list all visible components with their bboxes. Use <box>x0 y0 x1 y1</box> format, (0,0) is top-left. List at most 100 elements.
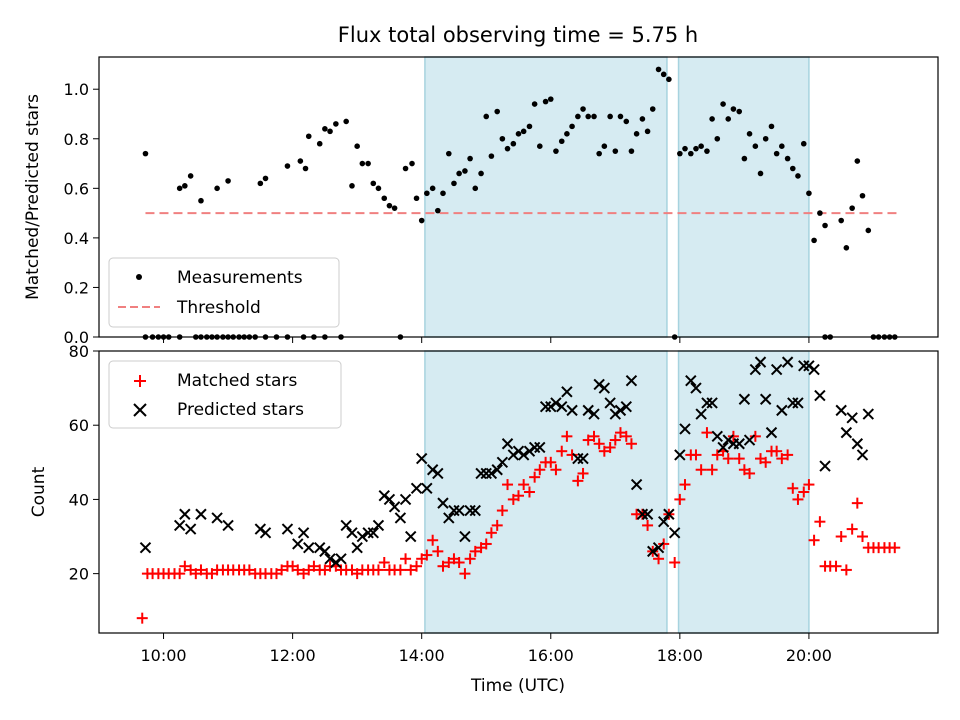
measurement-point <box>435 207 441 214</box>
measurement-point <box>773 150 780 157</box>
matched-stars-point <box>550 464 562 476</box>
measurement-point <box>580 106 586 112</box>
predicted-stars-point <box>598 382 611 394</box>
predicted-stars-point <box>426 464 439 476</box>
predicted-stars-point <box>437 497 449 509</box>
predicted-stars-point <box>803 360 815 372</box>
shaded-interval <box>677 350 810 634</box>
matched-stars-point <box>798 486 810 498</box>
measurement-point <box>693 145 699 152</box>
predicted-stars-point <box>582 404 594 417</box>
predicted-stars-point-b <box>738 393 751 405</box>
predicted-stars-point-b <box>582 404 594 417</box>
predicted-stars-point <box>722 434 734 446</box>
measurement-point <box>601 143 608 150</box>
matched-stars-point <box>711 449 723 461</box>
measurement-point <box>467 155 473 162</box>
predicted-stars-point <box>738 393 751 405</box>
predicted-stars-point <box>480 467 492 480</box>
predicted-stars-point-b <box>792 397 804 409</box>
predicted-stars-point <box>862 408 875 420</box>
matched-stars-point <box>464 553 476 565</box>
matched-stars-point <box>427 534 439 546</box>
predicted-stars-point <box>701 397 713 409</box>
predicted-stars-point <box>254 523 267 535</box>
measurement-point <box>187 173 194 179</box>
matched-stars-point <box>480 538 492 550</box>
predicted-stars-point <box>539 400 552 413</box>
matched-stars-point <box>840 564 852 576</box>
predicted-stars-point-b <box>346 527 358 539</box>
matched-stars-point <box>642 519 654 531</box>
predicted-stars-point <box>184 523 197 535</box>
chart-title: Flux total observing time = 5.75 h <box>338 23 698 47</box>
predicted-stars-point-b <box>787 397 799 409</box>
measurement-point <box>817 210 823 216</box>
predicted-stars-point <box>749 363 762 376</box>
predicted-stars-point <box>405 530 417 543</box>
predicted-stars-point <box>620 400 632 413</box>
measurement-point <box>822 222 828 229</box>
measurement-point <box>800 140 807 147</box>
matched-stars-point <box>292 564 304 576</box>
measurement-point <box>854 158 861 164</box>
matched-stars-point <box>690 449 702 461</box>
predicted-stars-point-b <box>798 360 810 372</box>
measurement-point <box>623 118 630 125</box>
measurement-point <box>553 148 559 154</box>
measurement-point <box>585 113 592 120</box>
predicted-stars-point-b <box>862 408 875 420</box>
matched-stars-point <box>459 568 471 580</box>
predicted-stars-point-b <box>351 541 363 554</box>
matched-stars-point <box>491 519 503 531</box>
measurement-point <box>370 180 377 187</box>
measurements-series <box>142 66 898 340</box>
predicted-stars-point-b <box>362 527 374 539</box>
measurement-point <box>628 148 635 154</box>
measurement-point <box>746 131 753 137</box>
measurement-point <box>391 205 398 211</box>
matched-stars-point <box>421 549 433 561</box>
predicted-stars-point-b <box>507 449 520 461</box>
predicted-stars-point <box>776 404 788 417</box>
measurement-point <box>704 148 710 154</box>
matched-stars-point <box>496 505 508 517</box>
predicted-stars-point-b <box>593 378 605 391</box>
predicted-stars-point <box>679 423 691 435</box>
predicted-stars-point-b <box>711 430 723 443</box>
predicted-stars-point <box>378 490 390 502</box>
measurement-point <box>741 155 748 162</box>
bottom-x-ticks: 10:00 12:00 14:00 16:00 18:00 20:00 <box>140 633 832 665</box>
legend-predicted-marker <box>133 403 147 417</box>
predicted-stars-point <box>394 512 407 524</box>
measurement-point <box>575 113 581 120</box>
predicted-stars-point-b <box>620 400 632 413</box>
predicted-stars-point-b <box>566 404 578 417</box>
measurement-point <box>349 183 355 189</box>
predicted-stars-point <box>303 541 315 554</box>
predicted-stars-point <box>383 493 396 506</box>
measurement-point <box>709 116 715 122</box>
predicted-stars-point-b <box>211 512 223 524</box>
predicted-stars-point-b <box>685 374 697 387</box>
matched-stars-point <box>411 560 423 572</box>
measurement-point <box>478 170 484 177</box>
predicted-stars-point-b <box>614 404 627 417</box>
measurement-point <box>639 116 646 122</box>
predicted-stars-point <box>281 523 294 535</box>
matched-stars-point <box>405 564 417 576</box>
matched-stars-point <box>561 430 573 442</box>
measurement-point <box>838 217 844 224</box>
matched-stars-point <box>658 538 670 550</box>
predicted-stars-point-b <box>679 423 691 435</box>
measurement-point <box>284 163 291 169</box>
top-x-ticks <box>163 337 810 343</box>
measurement-point <box>142 150 149 157</box>
measurement-point <box>494 108 501 115</box>
matched-stars-point <box>814 516 826 528</box>
measurement-point <box>305 133 312 140</box>
bottom-y-axis-label: Count <box>29 466 49 517</box>
predicted-stars-point-b <box>856 449 869 461</box>
matched-stars-point <box>394 564 406 576</box>
matched-stars-point <box>566 449 578 461</box>
